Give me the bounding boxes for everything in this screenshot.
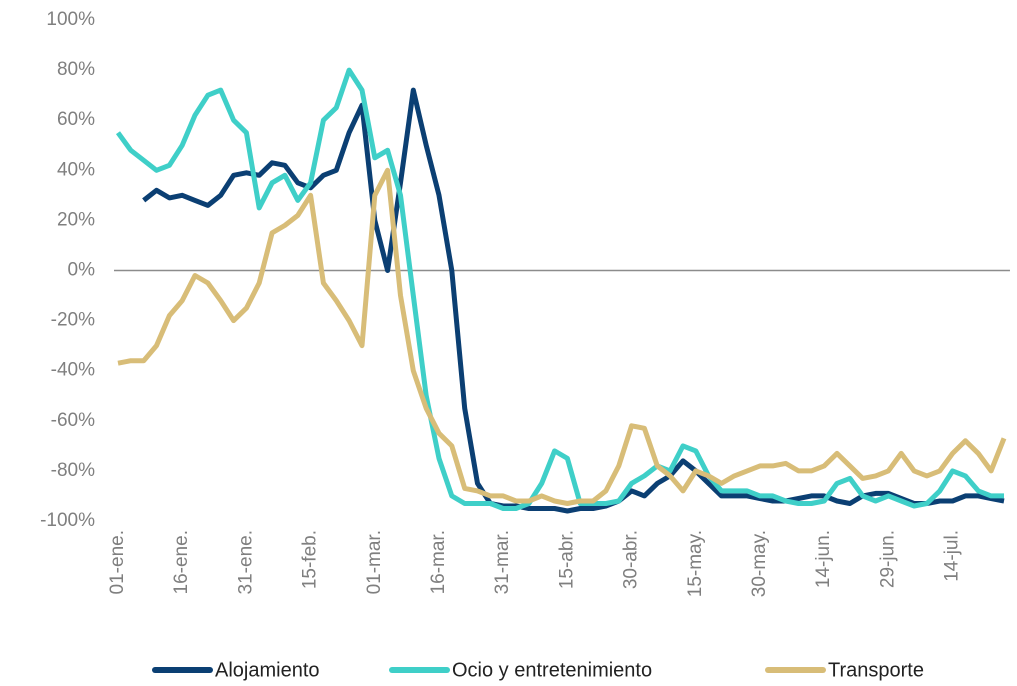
y-tick-label: 80% — [57, 59, 95, 80]
legend-text: Transporte — [828, 659, 924, 681]
x-tick-label: 16-ene. — [171, 530, 192, 594]
y-tick-label: -100% — [40, 510, 95, 531]
y-tick-label: 0% — [68, 260, 96, 281]
series-line — [142, 87, 1005, 514]
x-tick-label: 16-mar. — [428, 530, 449, 594]
y-tick-label: -20% — [51, 310, 95, 331]
x-tick-label: 29-jun. — [877, 530, 898, 588]
y-tick-label: -40% — [51, 360, 95, 381]
x-tick-label: 15-may. — [685, 530, 706, 597]
x-tick-label: 30-abr. — [621, 530, 642, 589]
x-tick-label: 14-jul. — [942, 530, 963, 582]
series-line — [117, 167, 1007, 506]
x-tick-label: 01-mar. — [364, 530, 385, 594]
y-tick-label: 60% — [57, 109, 95, 130]
series-line — [115, 67, 1004, 511]
y-tick-label: -60% — [51, 410, 95, 431]
y-tick-label: -80% — [51, 460, 95, 481]
x-tick-label: 31-mar. — [492, 530, 513, 594]
x-tick-label: 30-may. — [749, 530, 770, 597]
legend-text: Alojamiento — [215, 659, 320, 681]
y-tick-label: 100% — [46, 9, 95, 30]
x-tick-label: 14-jun. — [813, 530, 834, 588]
x-tick-label: 31-ene. — [235, 530, 256, 594]
y-tick-label: 40% — [57, 159, 95, 180]
x-tick-label: 15-feb. — [300, 530, 321, 589]
x-tick-label: 15-abr. — [556, 530, 577, 589]
y-tick-label: 20% — [57, 209, 95, 230]
x-tick-label: 01-ene. — [107, 530, 128, 594]
legend-text: Ocio y entretenimiento — [452, 659, 652, 681]
